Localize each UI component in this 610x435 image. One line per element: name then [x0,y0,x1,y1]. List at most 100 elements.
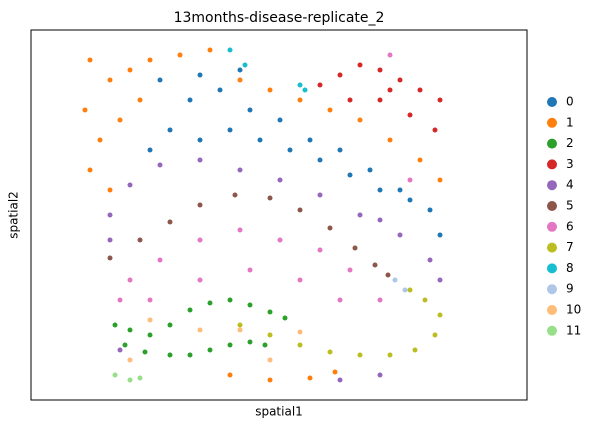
point [337,297,343,303]
point [142,349,148,355]
point [432,332,438,338]
point [297,277,303,283]
legend-marker [547,201,557,211]
point [407,197,413,203]
point [317,157,323,163]
point [377,97,383,103]
point [117,117,123,123]
point [247,267,253,273]
point [437,232,443,238]
point [377,67,383,73]
point [147,57,153,63]
point [147,317,153,323]
point [347,172,353,178]
point [377,372,383,378]
point [232,192,238,198]
legend-label: 3 [566,157,574,171]
point [377,187,383,193]
point [332,369,338,375]
point [167,352,173,358]
point [167,219,173,225]
point [112,372,118,378]
legend-marker [547,138,557,149]
point [392,277,398,283]
point [437,277,443,283]
legend-label: 5 [566,199,574,213]
point [307,375,313,381]
point [385,272,391,278]
point [237,167,243,173]
point [412,347,418,353]
point [247,302,253,308]
x-axis-label: spatial1 [255,405,303,419]
point [287,147,293,153]
point [327,107,333,113]
point [327,349,333,355]
point [197,137,203,143]
legend-label: 11 [566,323,581,337]
point [167,127,173,133]
legend-marker [547,242,557,253]
point [437,312,443,318]
point [237,322,243,328]
point [377,297,383,303]
point [107,237,113,243]
legend-marker [547,305,557,315]
point [107,187,113,193]
point [87,57,93,63]
point [282,315,288,321]
point [97,137,103,143]
point [137,97,143,103]
point [307,137,313,143]
point [157,257,163,263]
point [197,237,203,243]
y-axis-label: spatial2 [7,191,21,239]
point [147,147,153,153]
point [237,77,243,83]
point [297,342,303,348]
point [247,107,253,113]
point [372,262,378,268]
point [187,352,193,358]
legend-marker [547,180,557,191]
point [187,307,193,313]
legend-label: 6 [566,219,574,233]
legend-marker [547,284,557,295]
point [262,342,268,348]
legend-label: 10 [566,303,581,317]
point [147,297,153,303]
point [127,377,133,383]
point [317,247,323,253]
point [87,167,93,173]
point [127,182,133,188]
point [227,342,233,348]
legend-marker [547,159,557,170]
point [197,202,203,208]
legend-label: 1 [566,115,574,129]
point [122,342,128,348]
legend-marker [547,97,557,107]
point [387,87,393,93]
plot-frame [30,29,528,401]
legend-marker [547,117,557,128]
point [197,327,203,333]
point [297,207,303,213]
point [197,72,203,78]
point [127,327,133,333]
point [347,267,353,273]
point [247,339,253,345]
point [432,127,438,133]
point [297,97,303,103]
point [112,322,118,328]
point [127,277,133,283]
point [277,177,283,183]
point [147,332,153,338]
point [267,195,273,201]
point [417,157,423,163]
point [227,372,233,378]
legend-label: 8 [566,261,574,275]
point [407,177,413,183]
chart-title: 13months-disease-replicate_2 [174,10,385,26]
point [302,87,308,93]
